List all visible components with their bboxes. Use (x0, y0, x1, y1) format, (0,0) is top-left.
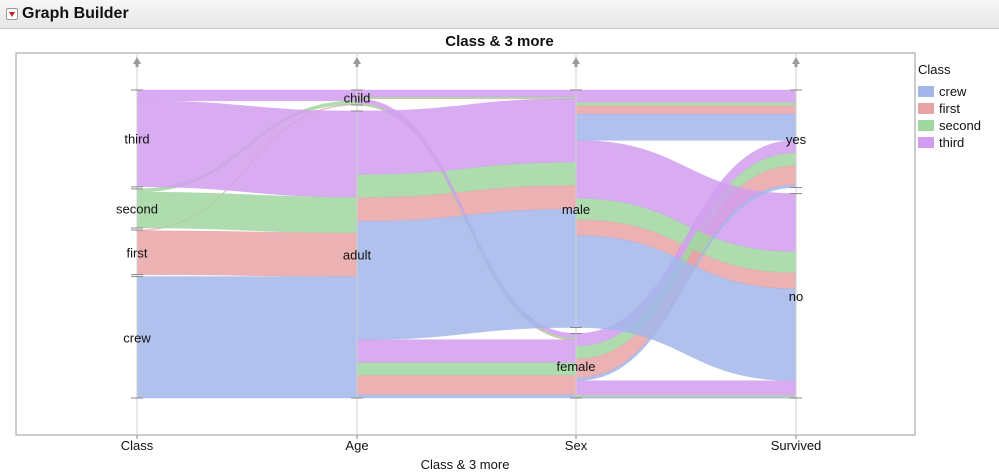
ribbon-first-male-yes (575, 105, 797, 115)
legend-label: second (939, 118, 981, 133)
level-label-adult: adult (343, 247, 372, 262)
ribbon-crew-female-no (575, 397, 797, 399)
x-tick-label-survived: Survived (771, 438, 822, 453)
level-label-first: first (127, 245, 148, 260)
axis-arrow-icon (353, 57, 361, 67)
legend-title: Class (918, 62, 951, 77)
legend-item-crew[interactable]: crew (918, 83, 981, 100)
legend-label: crew (939, 84, 967, 99)
ribbon-crew-adult-female (356, 394, 577, 399)
ribbon-third-third-child (136, 89, 358, 102)
legend-item-first[interactable]: first (918, 100, 981, 117)
axis-arrow-icon (572, 57, 580, 67)
ribbon-third-child-male (356, 89, 577, 97)
level-label-crew: crew (123, 330, 151, 345)
axis-arrow-icon (792, 57, 800, 67)
ribbon-third-female-no (575, 380, 797, 396)
ribbon-second-second-adult (136, 191, 358, 234)
ribbons (136, 89, 797, 399)
title-bar: Graph Builder (0, 0, 999, 29)
x-tick-label-class: Class (121, 438, 154, 453)
ribbon-third-male-yes (575, 89, 797, 103)
legend-label: first (939, 101, 960, 116)
level-label-no: no (789, 289, 803, 304)
chart-title: Class & 3 more (445, 33, 554, 50)
ribbon-third-third-adult (136, 100, 358, 198)
legend-swatch (918, 86, 934, 97)
ribbon-crew-male-yes (575, 113, 797, 141)
ribbon-first-first-adult (136, 230, 358, 277)
level-label-child: child (344, 90, 371, 105)
legend: Class crew first second third (918, 62, 981, 151)
axis-arrow-icon (133, 57, 141, 67)
level-label-second: second (116, 201, 158, 216)
legend-swatch (918, 103, 934, 114)
level-label-yes: yes (786, 132, 807, 147)
ribbon-second-adult-female (356, 362, 577, 376)
x-axis-title: Class & 3 more (420, 457, 510, 472)
red-triangle-menu-icon[interactable] (6, 8, 18, 20)
ribbon-first-adult-female (356, 374, 577, 396)
x-tick-label-sex: Sex (565, 438, 588, 453)
ribbon-crew-crew-adult (136, 276, 358, 399)
level-label-third: third (124, 131, 149, 146)
level-label-female: female (556, 359, 595, 374)
ribbon-third-adult-female (356, 339, 577, 363)
legend-swatch (918, 120, 934, 131)
x-tick-label-age: Age (345, 438, 368, 453)
legend-item-second[interactable]: second (918, 117, 981, 134)
ribbon-crew-adult-male (356, 208, 577, 340)
legend-swatch (918, 137, 934, 148)
ribbon-second-male-yes (575, 101, 797, 106)
legend-label: third (939, 135, 965, 150)
level-label-male: male (562, 202, 590, 217)
window-title: Graph Builder (22, 5, 129, 22)
legend-item-third[interactable]: third (918, 134, 981, 151)
